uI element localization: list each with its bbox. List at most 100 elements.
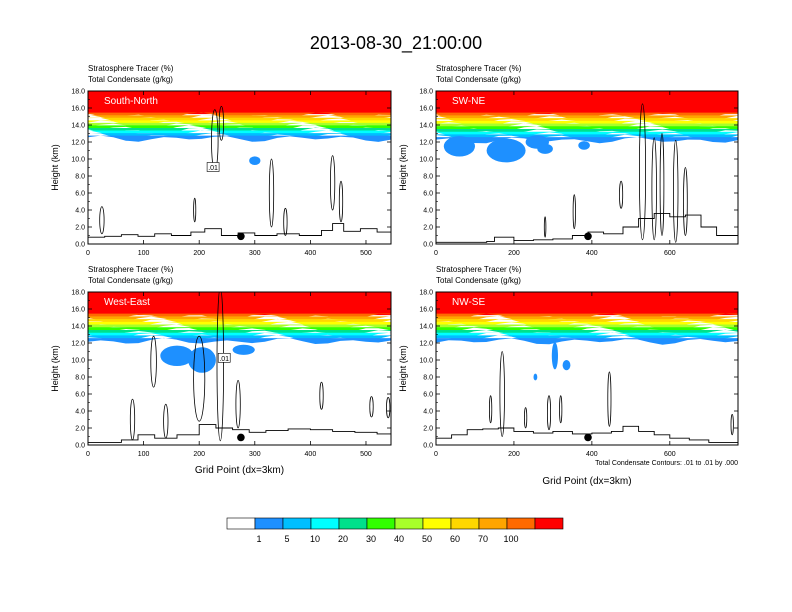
tracer-band <box>88 122 391 129</box>
y-tick-label: 2.0 <box>75 426 85 433</box>
y-tick-label: 16.0 <box>419 307 433 314</box>
tracer-band <box>436 126 738 133</box>
tracer-blob <box>232 344 255 355</box>
y-tick-label: 12.0 <box>419 140 433 147</box>
y-axis-label: Height (km) <box>50 345 60 392</box>
y-tick-label: 10.0 <box>419 358 433 365</box>
description-label-condensate: Total Condensate (g/kg) <box>436 75 521 84</box>
condensate-contour <box>607 371 612 427</box>
panel-sw-ne: SW-NE 0.0 2.0 4.0 6.0 8.0 10.0 12.0 14.0 16.0 18.0… <box>398 64 739 257</box>
panel-plot-area <box>436 292 738 445</box>
y-tick-label: 6.0 <box>75 191 85 198</box>
legend-swatch <box>450 517 480 530</box>
legend-swatch <box>282 517 312 530</box>
x-tick-label: 100 <box>138 250 150 257</box>
y-tick-label: 0.0 <box>75 242 85 249</box>
description-label-tracer: Stratosphere Tracer (%) <box>88 64 174 73</box>
tracer-band <box>436 327 738 334</box>
tracer-band <box>88 135 391 142</box>
condensate-contour <box>651 137 657 241</box>
condensate-contour <box>193 197 197 223</box>
panel-plot-area <box>436 91 738 244</box>
panel-name: West-East <box>104 297 150 308</box>
condensate-contour <box>730 413 734 436</box>
legend-swatch <box>506 517 536 530</box>
contour-label: .01 <box>219 356 229 363</box>
y-tick-label: 14.0 <box>71 324 85 331</box>
x-tick-label: 0 <box>434 250 438 257</box>
tracer-blob <box>533 373 538 381</box>
panels-group: .01 South-North 0.0 2.0 4.0 6.0 8.0 10.0 12.0 14.… <box>50 64 739 487</box>
legend-label: 50 <box>422 534 432 544</box>
y-tick-label: 6.0 <box>423 191 433 198</box>
condensate-contour <box>338 180 344 223</box>
terrain-line <box>88 424 391 443</box>
x-tick-label: 0 <box>434 451 438 458</box>
x-tick-label: 600 <box>664 451 676 458</box>
panel-name: South-North <box>104 96 158 107</box>
legend-label: 20 <box>338 534 348 544</box>
tracer-band <box>88 327 391 334</box>
y-tick-label: 8.0 <box>423 375 433 382</box>
x-tick-label: 400 <box>305 250 317 257</box>
contour-label-box <box>206 162 220 172</box>
y-tick-label: 18.0 <box>71 290 85 297</box>
panel-south-north: .01 South-North 0.0 2.0 4.0 6.0 8.0 10.0 12.0 14.… <box>50 64 392 257</box>
y-tick-label: 8.0 <box>75 174 85 181</box>
description-label-tracer: Stratosphere Tracer (%) <box>436 64 522 73</box>
y-tick-label: 4.0 <box>423 409 433 416</box>
condensate-contour <box>319 381 324 410</box>
tracer-blob <box>578 141 590 150</box>
condensate-contour <box>572 194 576 230</box>
legend-label: 30 <box>366 534 376 544</box>
description-label-tracer: Stratosphere Tracer (%) <box>88 265 174 274</box>
panel-name: SW-NE <box>452 96 485 107</box>
y-axis-label: Height (km) <box>398 144 408 191</box>
condensate-contour <box>543 216 547 238</box>
x-tick-label: 0 <box>86 451 90 458</box>
x-axis-label: Grid Point (dx=3km) <box>542 476 631 487</box>
y-tick-label: 14.0 <box>419 123 433 130</box>
location-marker <box>584 232 592 241</box>
tracer-band <box>436 123 738 130</box>
description-label-condensate: Total Condensate (g/kg) <box>436 276 521 285</box>
y-tick-label: 16.0 <box>419 106 433 113</box>
y-tick-label: 12.0 <box>419 341 433 348</box>
condensate-contour <box>150 335 157 388</box>
x-tick-label: 500 <box>360 250 372 257</box>
tracer-band <box>88 324 391 331</box>
x-tick-label: 400 <box>586 451 598 458</box>
y-tick-label: 0.0 <box>423 443 433 450</box>
y-tick-label: 10.0 <box>71 157 85 164</box>
x-tick-label: 100 <box>138 451 150 458</box>
location-marker <box>584 433 592 442</box>
location-marker <box>237 232 245 241</box>
y-tick-label: 16.0 <box>71 106 85 113</box>
x-tick-label: 200 <box>193 451 205 458</box>
y-tick-label: 0.0 <box>75 443 85 450</box>
terrain-line <box>436 212 738 243</box>
x-tick-label: 300 <box>249 250 261 257</box>
condensate-contour <box>218 105 224 141</box>
tracer-band <box>436 137 738 144</box>
legend-swatch <box>366 517 396 530</box>
y-tick-label: 18.0 <box>419 290 433 297</box>
y-tick-label: 18.0 <box>419 89 433 96</box>
tracer-band-red <box>88 91 391 115</box>
legend-label: 40 <box>394 534 404 544</box>
condensate-contour <box>329 155 336 211</box>
tracer-band-red <box>436 292 738 316</box>
y-tick-label: 8.0 <box>423 174 433 181</box>
y-tick-label: 0.0 <box>423 242 433 249</box>
legend-label: 1 <box>256 534 261 544</box>
x-tick-label: 600 <box>664 250 676 257</box>
terrain-line <box>88 223 391 238</box>
condensate-contour <box>683 167 688 236</box>
tracer-blob <box>443 136 475 157</box>
y-tick-label: 6.0 <box>75 392 85 399</box>
condensate-contour <box>547 395 552 431</box>
figure-title: 2013-08-30_21:00:00 <box>310 33 482 54</box>
y-tick-label: 2.0 <box>423 426 433 433</box>
legend-swatch <box>422 517 452 530</box>
colorbar-legend: 1 5 10 20 30 40 50 60 70 100 <box>226 517 564 544</box>
